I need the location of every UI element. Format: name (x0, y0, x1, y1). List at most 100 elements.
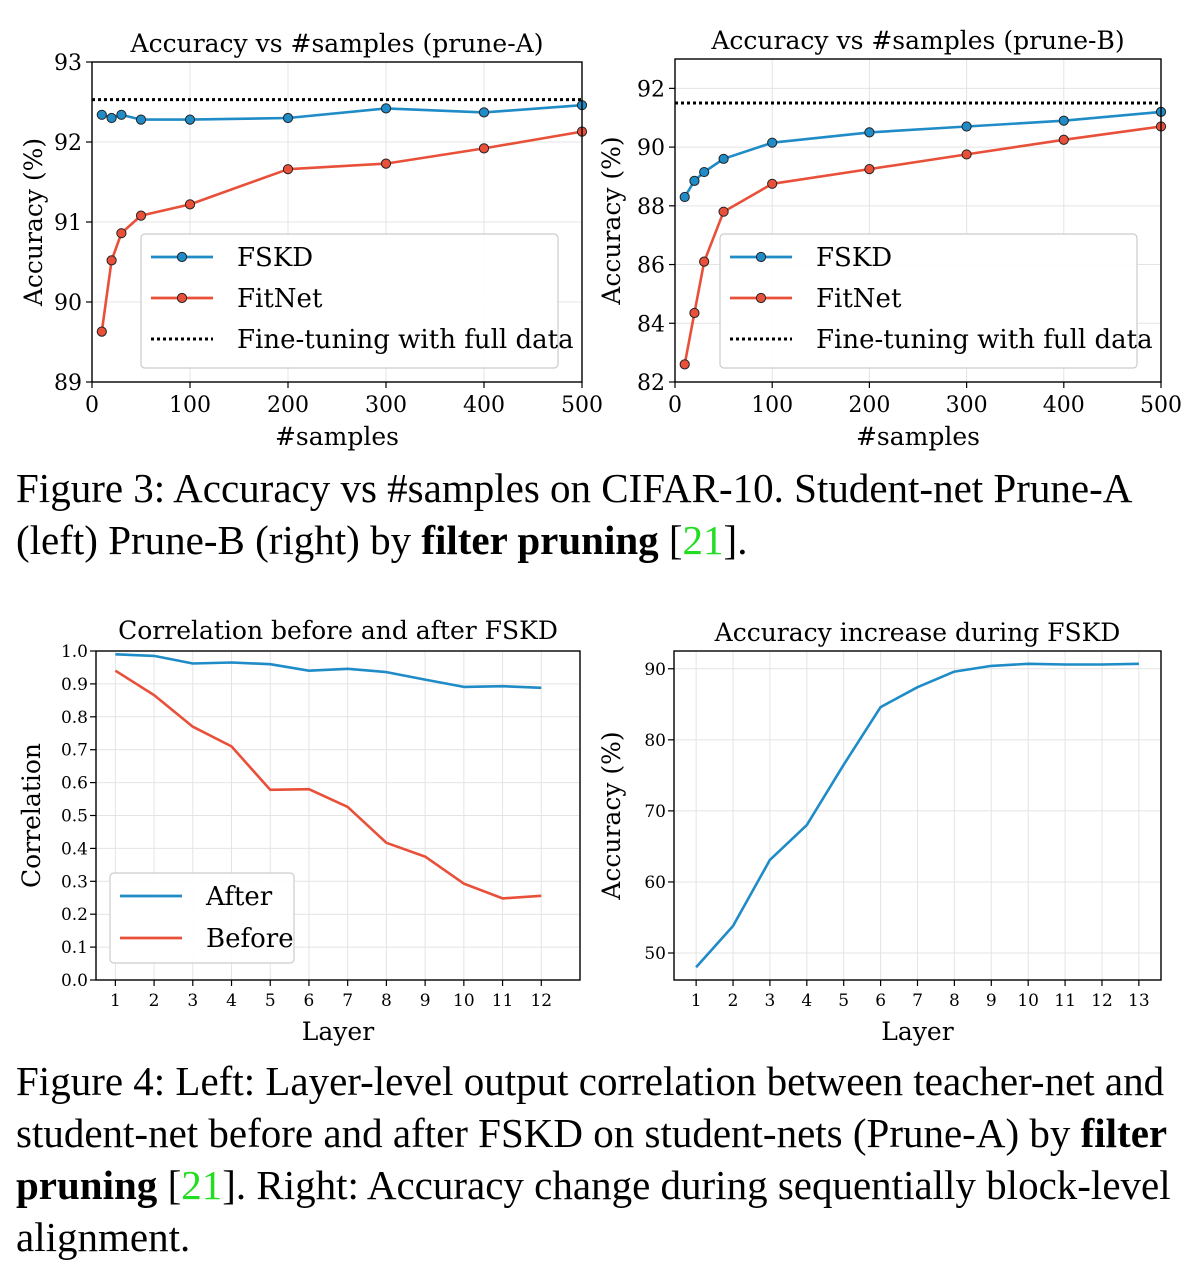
x-tick-label: 11 (1054, 991, 1076, 1011)
x-tick-label: 13 (1128, 991, 1150, 1011)
data-point (478, 107, 490, 118)
chart-title: Accuracy increase during FSKD (714, 618, 1121, 647)
data-point (135, 210, 147, 221)
series-line (101, 103, 583, 121)
x-tick-label: 5 (265, 991, 276, 1011)
x-axis-label: #samples (856, 422, 980, 451)
x-tick-label: 1 (110, 991, 121, 1011)
y-tick-label: 80 (644, 731, 666, 751)
y-axis-label: Accuracy (%) (19, 138, 48, 307)
data-point (699, 256, 710, 267)
figure-4-caption: Figure 4: Left: Layer-level output corre… (16, 1055, 1191, 1263)
data-point (478, 143, 490, 154)
data-point (96, 109, 107, 120)
data-point (718, 153, 729, 164)
chart-title: Accuracy vs #samples (prune-A) (130, 29, 544, 58)
x-tick-label: 12 (530, 991, 552, 1011)
legend-marker (755, 292, 767, 304)
y-axis-label: Accuracy (%) (597, 731, 626, 900)
plot-frame (674, 58, 1162, 383)
x-tick-label: 12 (1091, 991, 1113, 1011)
x-tick-label: 4 (801, 991, 812, 1011)
x-tick-label: 10 (453, 991, 475, 1011)
x-tick-label: 10 (1017, 991, 1039, 1011)
y-axis-label: Accuracy (%) (597, 136, 626, 305)
legend: After Before (109, 872, 295, 964)
data-point (689, 307, 700, 319)
legend-label: FSKD (237, 243, 313, 273)
x-tick-label: 8 (381, 991, 392, 1011)
x-axis-label: #samples (275, 422, 399, 451)
legend-marker (176, 292, 188, 304)
y-tick-label: 1.0 (61, 642, 88, 662)
y-tick-label: 90 (54, 291, 82, 316)
y-tick-label: 89 (54, 371, 82, 396)
citation-link[interactable]: 21 (181, 1162, 223, 1208)
data-point (106, 255, 117, 266)
y-tick-label: 0.9 (61, 675, 88, 695)
y-tick-label: 91 (54, 211, 82, 236)
data-point (864, 164, 875, 175)
x-tick-label: 6 (875, 991, 886, 1011)
legend-box (140, 233, 559, 369)
chart-title: Correlation before and after FSKD (118, 616, 558, 645)
data-point (864, 127, 875, 138)
legend-box (719, 233, 1138, 369)
x-tick-label: 7 (342, 991, 353, 1011)
legend: FSKD FitNet Fine-tuning with full data (719, 233, 1153, 369)
data-point (116, 228, 127, 239)
legend-label: Before (206, 924, 294, 954)
y-tick-label: 0.7 (61, 741, 88, 761)
x-tick-label: 1 (691, 991, 702, 1011)
x-tick-label: 11 (492, 991, 514, 1011)
y-tick-label: 92 (637, 77, 665, 102)
data-point (184, 114, 196, 125)
legend-label: FSKD (816, 243, 892, 273)
data-point (1058, 134, 1069, 145)
series-line (695, 662, 1139, 969)
legend-label: Fine-tuning with full data (237, 325, 574, 355)
legend-label: After (205, 882, 273, 912)
y-tick-label: 93 (54, 51, 82, 76)
data-point (961, 149, 972, 160)
y-tick-label: 88 (637, 195, 665, 220)
x-tick-label: 100 (751, 393, 793, 418)
caption-text: Figure 3: Accuracy vs #samples on CIFAR-… (16, 465, 1131, 563)
series-line (114, 669, 542, 900)
chart-panel-1: 0 100 200 300 400 500 89 90 91 92 93 Accuracy vs #s… (19, 29, 603, 451)
x-tick-label: 400 (1043, 393, 1085, 418)
data-point (679, 191, 690, 203)
data-point (135, 114, 147, 125)
x-tick-label: 6 (304, 991, 315, 1011)
y-tick-label: 92 (54, 131, 82, 156)
y-tick-label: 0.0 (61, 971, 88, 991)
x-tick-label: 500 (1140, 393, 1182, 418)
caption-bracket: ]. (723, 517, 748, 563)
x-tick-label: 500 (561, 393, 603, 418)
citation-link[interactable]: 21 (682, 517, 724, 563)
x-tick-label: 9 (420, 991, 431, 1011)
x-tick-label: 100 (169, 393, 211, 418)
x-axis-label: Layer (881, 1017, 953, 1046)
x-tick-label: 2 (149, 991, 160, 1011)
caption-text: ]. Right: Accuracy change during sequent… (16, 1162, 1171, 1260)
y-tick-label: 0.4 (61, 839, 88, 859)
caption-text: Figure 4: Left: Layer-level output corre… (16, 1058, 1165, 1156)
y-tick-label: 0.6 (61, 774, 88, 794)
x-tick-label: 300 (365, 393, 407, 418)
x-tick-label: 200 (848, 393, 890, 418)
caption-bold-term: filter pruning (16, 1110, 1167, 1208)
data-point (96, 326, 107, 337)
figure-3-caption: Figure 3: Accuracy vs #samples on CIFAR-… (16, 462, 1191, 566)
x-tick-label: 400 (463, 393, 505, 418)
data-point (282, 164, 294, 175)
chart-panel-3: 1 2 3 4 5 6 7 8 9 10 11 120.00.10.20.30.40.50.60.70… (17, 616, 581, 1046)
y-tick-label: 50 (644, 944, 666, 964)
legend-label: Fine-tuning with full data (816, 325, 1153, 355)
plot-frame (95, 650, 581, 981)
y-tick-label: 90 (644, 660, 666, 680)
y-tick-label: 0.1 (61, 938, 88, 958)
legend: FSKD FitNet Fine-tuning with full data (140, 233, 574, 369)
